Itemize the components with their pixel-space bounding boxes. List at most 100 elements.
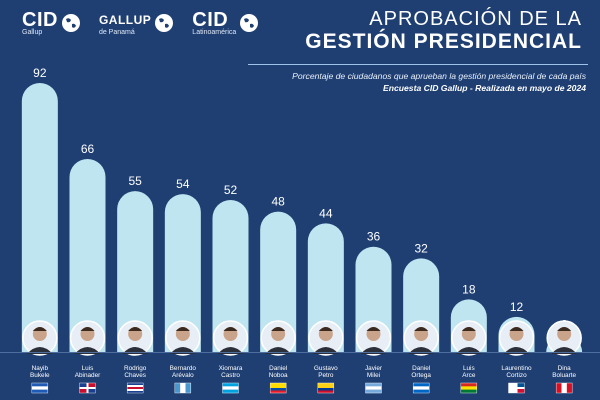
tick-label: Ortega (411, 372, 431, 379)
survey-note: Encuesta CID Gallup - Realizada en mayo … (383, 83, 586, 93)
flag-icon (79, 382, 96, 394)
flag-icon (317, 382, 335, 394)
flag-stripe (269, 382, 287, 394)
gallup-panama-logo-sub: de Panamá (98, 29, 135, 36)
tick-label: Xiomara (219, 365, 243, 372)
tick-label: Bernardo (170, 365, 197, 372)
flag-icon (269, 382, 287, 394)
flag-stripe (413, 389, 430, 394)
flag-stripe (79, 387, 96, 389)
flag-stripe (460, 386, 477, 390)
portrait-hair (128, 327, 143, 331)
chart-title-line1: APROBACIÓN DE LA (369, 8, 582, 30)
flag-stripe (79, 388, 88, 393)
flag-icon (174, 382, 192, 394)
flag-stripe (180, 383, 186, 393)
tick-label: Daniel (412, 365, 430, 372)
tick-label: Bukele (30, 372, 50, 379)
flag-stripe (317, 385, 334, 389)
chart-subtitle: Porcentaje de ciudadanos que aprueban la… (292, 71, 586, 81)
flag-stripe (561, 383, 568, 393)
portrait-hair (557, 327, 572, 331)
bar (21, 83, 58, 352)
portrait-hair (223, 327, 238, 331)
flag-stripe (270, 390, 287, 394)
data-label: 44 (319, 206, 333, 220)
flag-stripe (317, 388, 334, 391)
chart-header: APROBACIÓN DE LA GESTIÓN PRESIDENCIAL (305, 8, 582, 54)
tick-label: Rodrigo (124, 365, 147, 372)
tick-label: Laurentino (501, 365, 532, 372)
tick-label: Arévalo (172, 372, 194, 379)
flag-stripe (555, 382, 573, 394)
flag-stripe (508, 382, 525, 394)
tick-label: Chaves (124, 372, 146, 379)
flag-stripe (413, 383, 430, 387)
flag-stripe (31, 389, 48, 394)
tick-label: Castro (221, 372, 240, 379)
flag-stripe (365, 383, 382, 387)
tick-label: Cortizo (506, 372, 527, 379)
cid-gallup-logo-sub: Gallup (22, 29, 43, 36)
gallup-panama-logo: GALLUP de Panamá (99, 10, 174, 36)
flag-stripe (516, 383, 525, 388)
cid-latinoamerica-logo: CID Latinoamérica (192, 10, 259, 36)
tick-label: Dina (558, 365, 572, 372)
flag-stripe (87, 388, 96, 393)
cid-latam-logo-word: CID (192, 9, 229, 31)
flag-stripe (365, 389, 382, 394)
tick-label: Milei (367, 372, 380, 379)
flag-stripe (31, 386, 48, 390)
flag-stripe (127, 383, 144, 386)
flag-icon (31, 382, 49, 394)
flag-stripe (508, 387, 525, 389)
data-label: 48 (271, 195, 285, 209)
flag-stripe (270, 383, 287, 386)
portrait-hair (366, 327, 381, 331)
cid-gallup-logo: CID Gallup (22, 10, 81, 36)
flag-icon (126, 382, 144, 394)
portrait-hair (509, 327, 524, 331)
flag-stripe (174, 383, 181, 393)
flag-icon (460, 382, 478, 394)
data-label: 54 (176, 177, 190, 191)
cid-latam-logo-sub: Latinoamérica (192, 29, 237, 36)
flag-stripe (413, 386, 430, 390)
flag-stripe (222, 383, 239, 387)
flag-stripe (31, 383, 48, 387)
tick-label: Gustavo (314, 365, 338, 372)
flag-stripe (126, 382, 144, 394)
flag-stripe (317, 383, 334, 386)
tick-label: Luis (82, 365, 94, 372)
data-label: 36 (367, 230, 381, 244)
flag-icon (365, 382, 382, 394)
flag-stripe (460, 382, 478, 394)
tick-label: Luis (463, 365, 475, 372)
portrait-hair (461, 327, 476, 331)
flag-stripe (516, 388, 525, 393)
flag-stripe (317, 390, 334, 394)
data-label: 66 (81, 142, 95, 156)
flag-stripe (127, 387, 144, 390)
logo-group: CID Gallup GALLUP de Panamá CID Latinoam… (22, 10, 259, 36)
baseline-divider (0, 352, 600, 353)
portrait-hair (80, 327, 95, 331)
portrait-hair (32, 327, 47, 331)
cid-gallup-logo-word: CID (22, 9, 58, 31)
flag-stripe (365, 382, 382, 394)
flag-stripe (556, 383, 562, 393)
header-divider (248, 64, 588, 65)
tick-label: Noboa (269, 372, 288, 379)
bar (117, 191, 154, 352)
tick-label: Javier (365, 365, 383, 372)
flag-stripe (31, 382, 49, 394)
flag-stripe (270, 388, 287, 391)
bar (307, 223, 344, 352)
data-label: 92 (33, 66, 47, 80)
data-label: 32 (414, 241, 428, 255)
flag-stripe (317, 382, 335, 394)
flag-stripe (460, 389, 477, 394)
tick-label: Nayib (32, 365, 49, 372)
flag-stripe (222, 382, 239, 394)
bar (260, 211, 297, 352)
